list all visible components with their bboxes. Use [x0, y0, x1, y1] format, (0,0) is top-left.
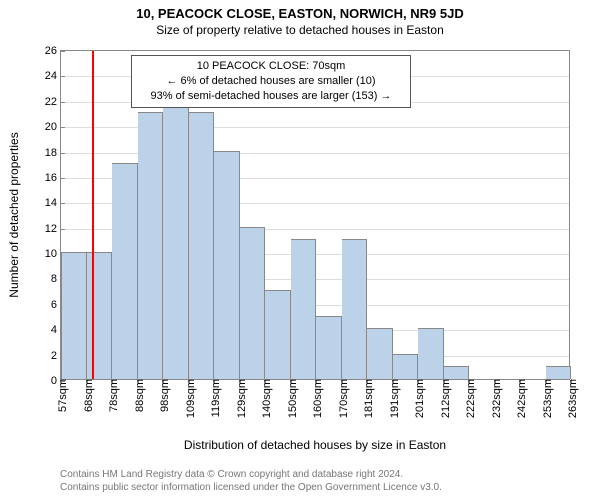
histogram-bar	[240, 227, 266, 379]
x-tick-label: 129sqm	[232, 379, 248, 418]
histogram-bar	[291, 239, 317, 379]
histogram-bar	[265, 290, 291, 379]
x-tick-label: 140sqm	[257, 379, 273, 418]
x-tick-label: 98sqm	[155, 379, 171, 412]
histogram-bar	[163, 100, 189, 379]
x-tick-label: 191sqm	[385, 379, 401, 418]
histogram-bar	[87, 252, 113, 379]
y-tick-label: 2	[51, 350, 61, 362]
x-tick-label: 242sqm	[512, 379, 528, 418]
y-tick-label: 10	[45, 248, 61, 260]
y-tick-label: 12	[45, 223, 61, 235]
annotation-line: ← 6% of detached houses are smaller (10)	[138, 74, 404, 89]
chart-subtitle: Size of property relative to detached ho…	[0, 21, 600, 37]
histogram-bar	[138, 112, 164, 379]
x-tick-label: 88sqm	[130, 379, 146, 412]
histogram-bar	[418, 328, 444, 379]
histogram-bar	[112, 163, 138, 379]
footer-attribution: Contains HM Land Registry data © Crown c…	[60, 468, 442, 494]
x-tick-label: 57sqm	[53, 379, 69, 412]
histogram-bar	[189, 112, 215, 379]
chart-title: 10, PEACOCK CLOSE, EASTON, NORWICH, NR9 …	[0, 0, 600, 21]
y-tick-label: 20	[45, 121, 61, 133]
x-tick-label: 263sqm	[563, 379, 579, 418]
histogram-bar	[316, 316, 342, 379]
histogram-chart: 10, PEACOCK CLOSE, EASTON, NORWICH, NR9 …	[0, 0, 600, 500]
y-tick-label: 4	[51, 324, 61, 336]
histogram-bar	[214, 151, 240, 379]
reference-line	[92, 51, 94, 379]
x-tick-label: 170sqm	[334, 379, 350, 418]
annotation-line: 10 PEACOCK CLOSE: 70sqm	[138, 59, 404, 74]
x-tick-label: 160sqm	[308, 379, 324, 418]
y-tick-label: 18	[45, 147, 61, 159]
y-tick-label: 24	[45, 70, 61, 82]
x-tick-label: 232sqm	[487, 379, 503, 418]
y-tick-label: 16	[45, 172, 61, 184]
y-tick-label: 26	[45, 45, 61, 57]
y-axis-label: Number of detached properties	[7, 132, 21, 297]
y-tick-label: 6	[51, 299, 61, 311]
histogram-bar	[546, 366, 572, 379]
histogram-bar	[367, 328, 393, 379]
footer-line: Contains public sector information licen…	[60, 481, 442, 494]
histogram-bar	[444, 366, 470, 379]
x-tick-label: 78sqm	[104, 379, 120, 412]
x-tick-label: 68sqm	[79, 379, 95, 412]
histogram-bar	[61, 252, 87, 379]
y-tick-label: 8	[51, 273, 61, 285]
x-tick-label: 119sqm	[206, 379, 222, 417]
annotation-line: 93% of semi-detached houses are larger (…	[138, 89, 404, 104]
x-tick-label: 181sqm	[359, 379, 375, 418]
plot-area: 0246810121416182022242657sqm68sqm78sqm88…	[60, 50, 570, 380]
x-tick-label: 253sqm	[538, 379, 554, 418]
x-tick-label: 201sqm	[410, 379, 426, 418]
x-tick-label: 212sqm	[436, 379, 452, 418]
x-tick-label: 150sqm	[283, 379, 299, 418]
histogram-bar	[393, 354, 419, 379]
annotation-box: 10 PEACOCK CLOSE: 70sqm← 6% of detached …	[131, 55, 411, 108]
footer-line: Contains HM Land Registry data © Crown c…	[60, 468, 442, 481]
x-axis-label: Distribution of detached houses by size …	[184, 438, 446, 452]
x-tick-label: 222sqm	[461, 379, 477, 418]
x-tick-label: 109sqm	[181, 379, 197, 418]
y-tick-label: 22	[45, 96, 61, 108]
y-tick-label: 14	[45, 197, 61, 209]
histogram-bar	[342, 239, 368, 379]
